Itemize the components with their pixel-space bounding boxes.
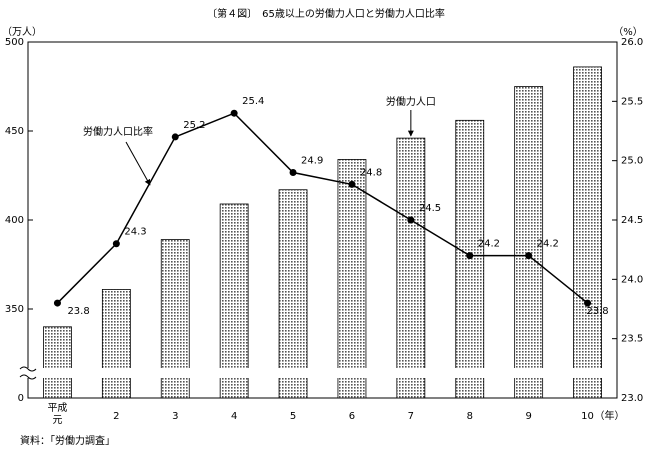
y-tick-label: 450 <box>5 126 24 137</box>
x-era: 平成 <box>47 402 67 414</box>
y-tick-label: 0 <box>18 393 24 404</box>
legend-label: 労働力人口 <box>386 95 436 108</box>
x-tick-label: 2 <box>113 411 119 422</box>
bar <box>455 119 485 399</box>
value-label: 23.8 <box>67 306 89 317</box>
x-tick-label: 元 <box>52 415 62 426</box>
y-axis-label: （万人） <box>2 26 42 38</box>
x-tick-label: 5 <box>290 411 296 422</box>
bar <box>396 137 426 399</box>
point <box>230 109 238 117</box>
x-tick-label: 6 <box>349 411 355 422</box>
y2-tick-label: 24.0 <box>621 274 643 285</box>
annotation-arrow <box>125 141 151 186</box>
source: 資料：「労働力調査」 <box>20 434 115 447</box>
value-label: 24.2 <box>478 239 500 250</box>
value-label: 24.8 <box>360 167 382 178</box>
point <box>407 216 415 224</box>
y-tick-label: 500 <box>5 37 24 48</box>
y2-tick-label: 25.0 <box>621 156 643 167</box>
chart-title: 〔第４図〕 65歳以上の労働力人口と労働力人口比率 <box>207 7 445 20</box>
y2-tick-label: 24.5 <box>621 215 643 226</box>
value-label: 24.2 <box>537 239 559 250</box>
x-tick-label: 8 <box>467 411 473 422</box>
bar <box>219 203 249 399</box>
point <box>112 240 120 248</box>
x-tick-label: 4 <box>231 411 237 422</box>
point <box>584 299 592 307</box>
bar <box>101 289 131 399</box>
value-label: 25.4 <box>242 96 264 107</box>
bar <box>278 189 308 399</box>
point <box>171 133 179 141</box>
x-tick-label: 3 <box>172 411 178 422</box>
y2-tick-label: 26.0 <box>621 37 643 48</box>
bar <box>514 86 544 399</box>
value-label: 24.9 <box>301 156 323 167</box>
x-tick-label: 10 <box>581 411 594 422</box>
axis-break <box>20 368 610 378</box>
point <box>525 252 533 260</box>
y-tick-label: 400 <box>5 215 24 226</box>
value-label: 24.5 <box>419 203 441 214</box>
break-mark <box>19 366 37 380</box>
x-tick-label: 9 <box>525 411 531 422</box>
x-unit: （年） <box>595 409 625 422</box>
value-label: 25.2 <box>183 120 205 131</box>
y2-axis-label: （%） <box>613 26 643 38</box>
point <box>289 169 297 177</box>
y2-tick-label: 25.5 <box>621 96 643 107</box>
y2-tick-label: 23.0 <box>621 393 643 404</box>
legend-label: 労働力人口比率 <box>83 125 153 138</box>
y-tick-label: 350 <box>5 304 24 315</box>
point <box>348 180 356 188</box>
point <box>53 299 61 307</box>
value-label: 24.3 <box>124 227 146 238</box>
bar <box>337 159 367 399</box>
line <box>56 112 589 304</box>
point <box>466 252 474 260</box>
y2-tick-label: 23.5 <box>621 334 643 345</box>
x-tick-label: 7 <box>408 411 414 422</box>
value-label: 23.8 <box>586 306 608 317</box>
bar <box>573 66 602 399</box>
bar <box>43 326 72 399</box>
